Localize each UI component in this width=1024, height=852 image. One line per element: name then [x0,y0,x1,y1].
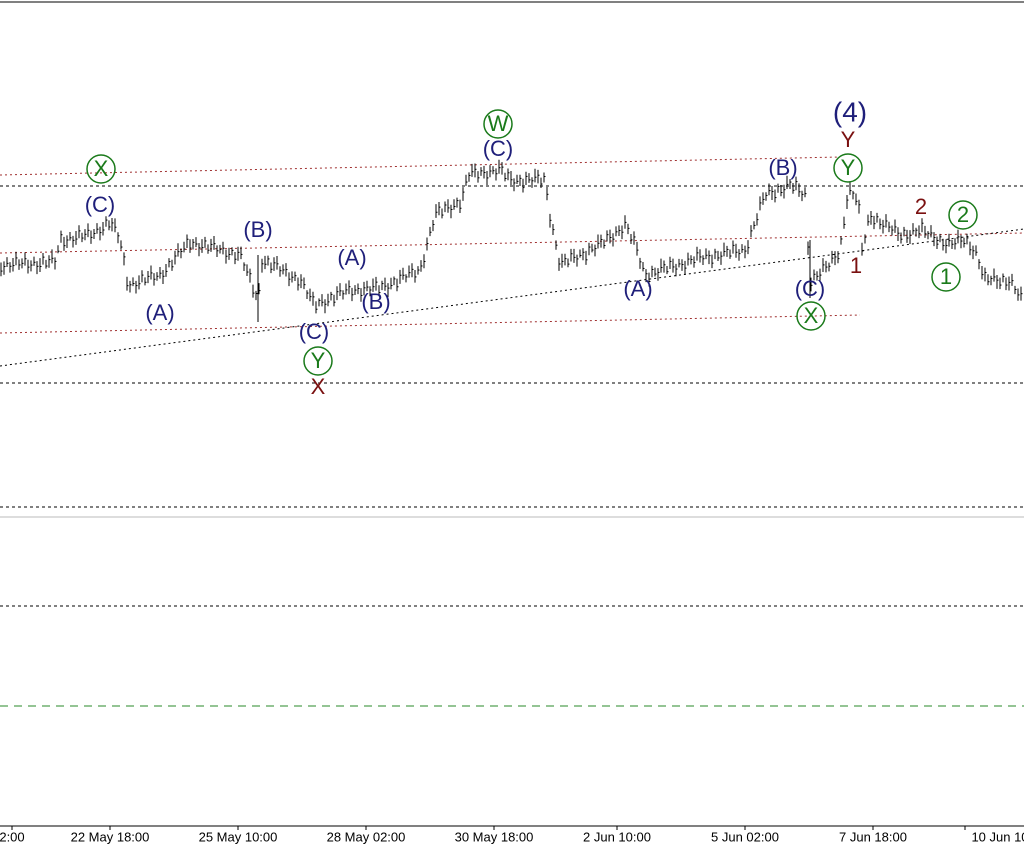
wave-label: (C) [85,192,116,217]
channel-line [0,232,1024,254]
trend-line [0,228,1024,367]
channel-line [0,314,861,334]
time-label: 7 Jun 18:00 [839,829,907,844]
time-label: 22 May 18:00 [71,829,150,844]
wave-label: (4) [833,96,867,127]
wave-label: (C) [299,319,330,344]
time-label: 2:00 [0,829,25,844]
wave-label: 1 [850,253,862,278]
wave-label: (C) [483,136,514,161]
wave-circle [833,153,863,183]
wave-circle [796,301,826,331]
wave-label: X [94,156,109,181]
wave-circle [931,262,961,292]
wave-label: (B) [768,155,797,180]
wave-labels: (C)X(A)(B)(A)(B)(C)YXW(C)(A)(B)(C)X(4)YY… [85,96,978,399]
wave-label: (B) [361,289,390,314]
time-label: 5 Jun 02:00 [711,829,779,844]
wave-label: (A) [145,300,174,325]
wave-circle [303,346,333,376]
wave-circle [86,154,116,184]
wave-label: (C) [795,276,826,301]
wave-circle [483,109,513,139]
wave-label: Y [311,348,326,373]
time-label: 10 Jun 10 [971,829,1024,844]
time-axis: 2:00 22 May 18:00 25 May 10:00 28 May 02:00… [0,826,1024,844]
wave-label: W [488,111,509,136]
time-label: 25 May 10:00 [199,829,278,844]
wave-label: 2 [915,194,927,219]
channel-line [0,156,841,176]
wave-label: X [804,303,819,328]
wave-label: (A) [337,245,366,270]
time-label: 30 May 18:00 [455,829,534,844]
wave-label: Y [841,155,856,180]
wave-label: Y [841,127,856,152]
wave-circle [948,200,978,230]
time-label: 2 Jun 10:00 [583,829,651,844]
wave-label: 1 [940,264,952,289]
time-label: 28 May 02:00 [327,829,406,844]
wave-label: (B) [243,217,272,242]
wave-label: X [311,374,326,399]
price-bars [0,159,1023,322]
wave-label: 2 [957,202,969,227]
wave-label: (A) [623,276,652,301]
